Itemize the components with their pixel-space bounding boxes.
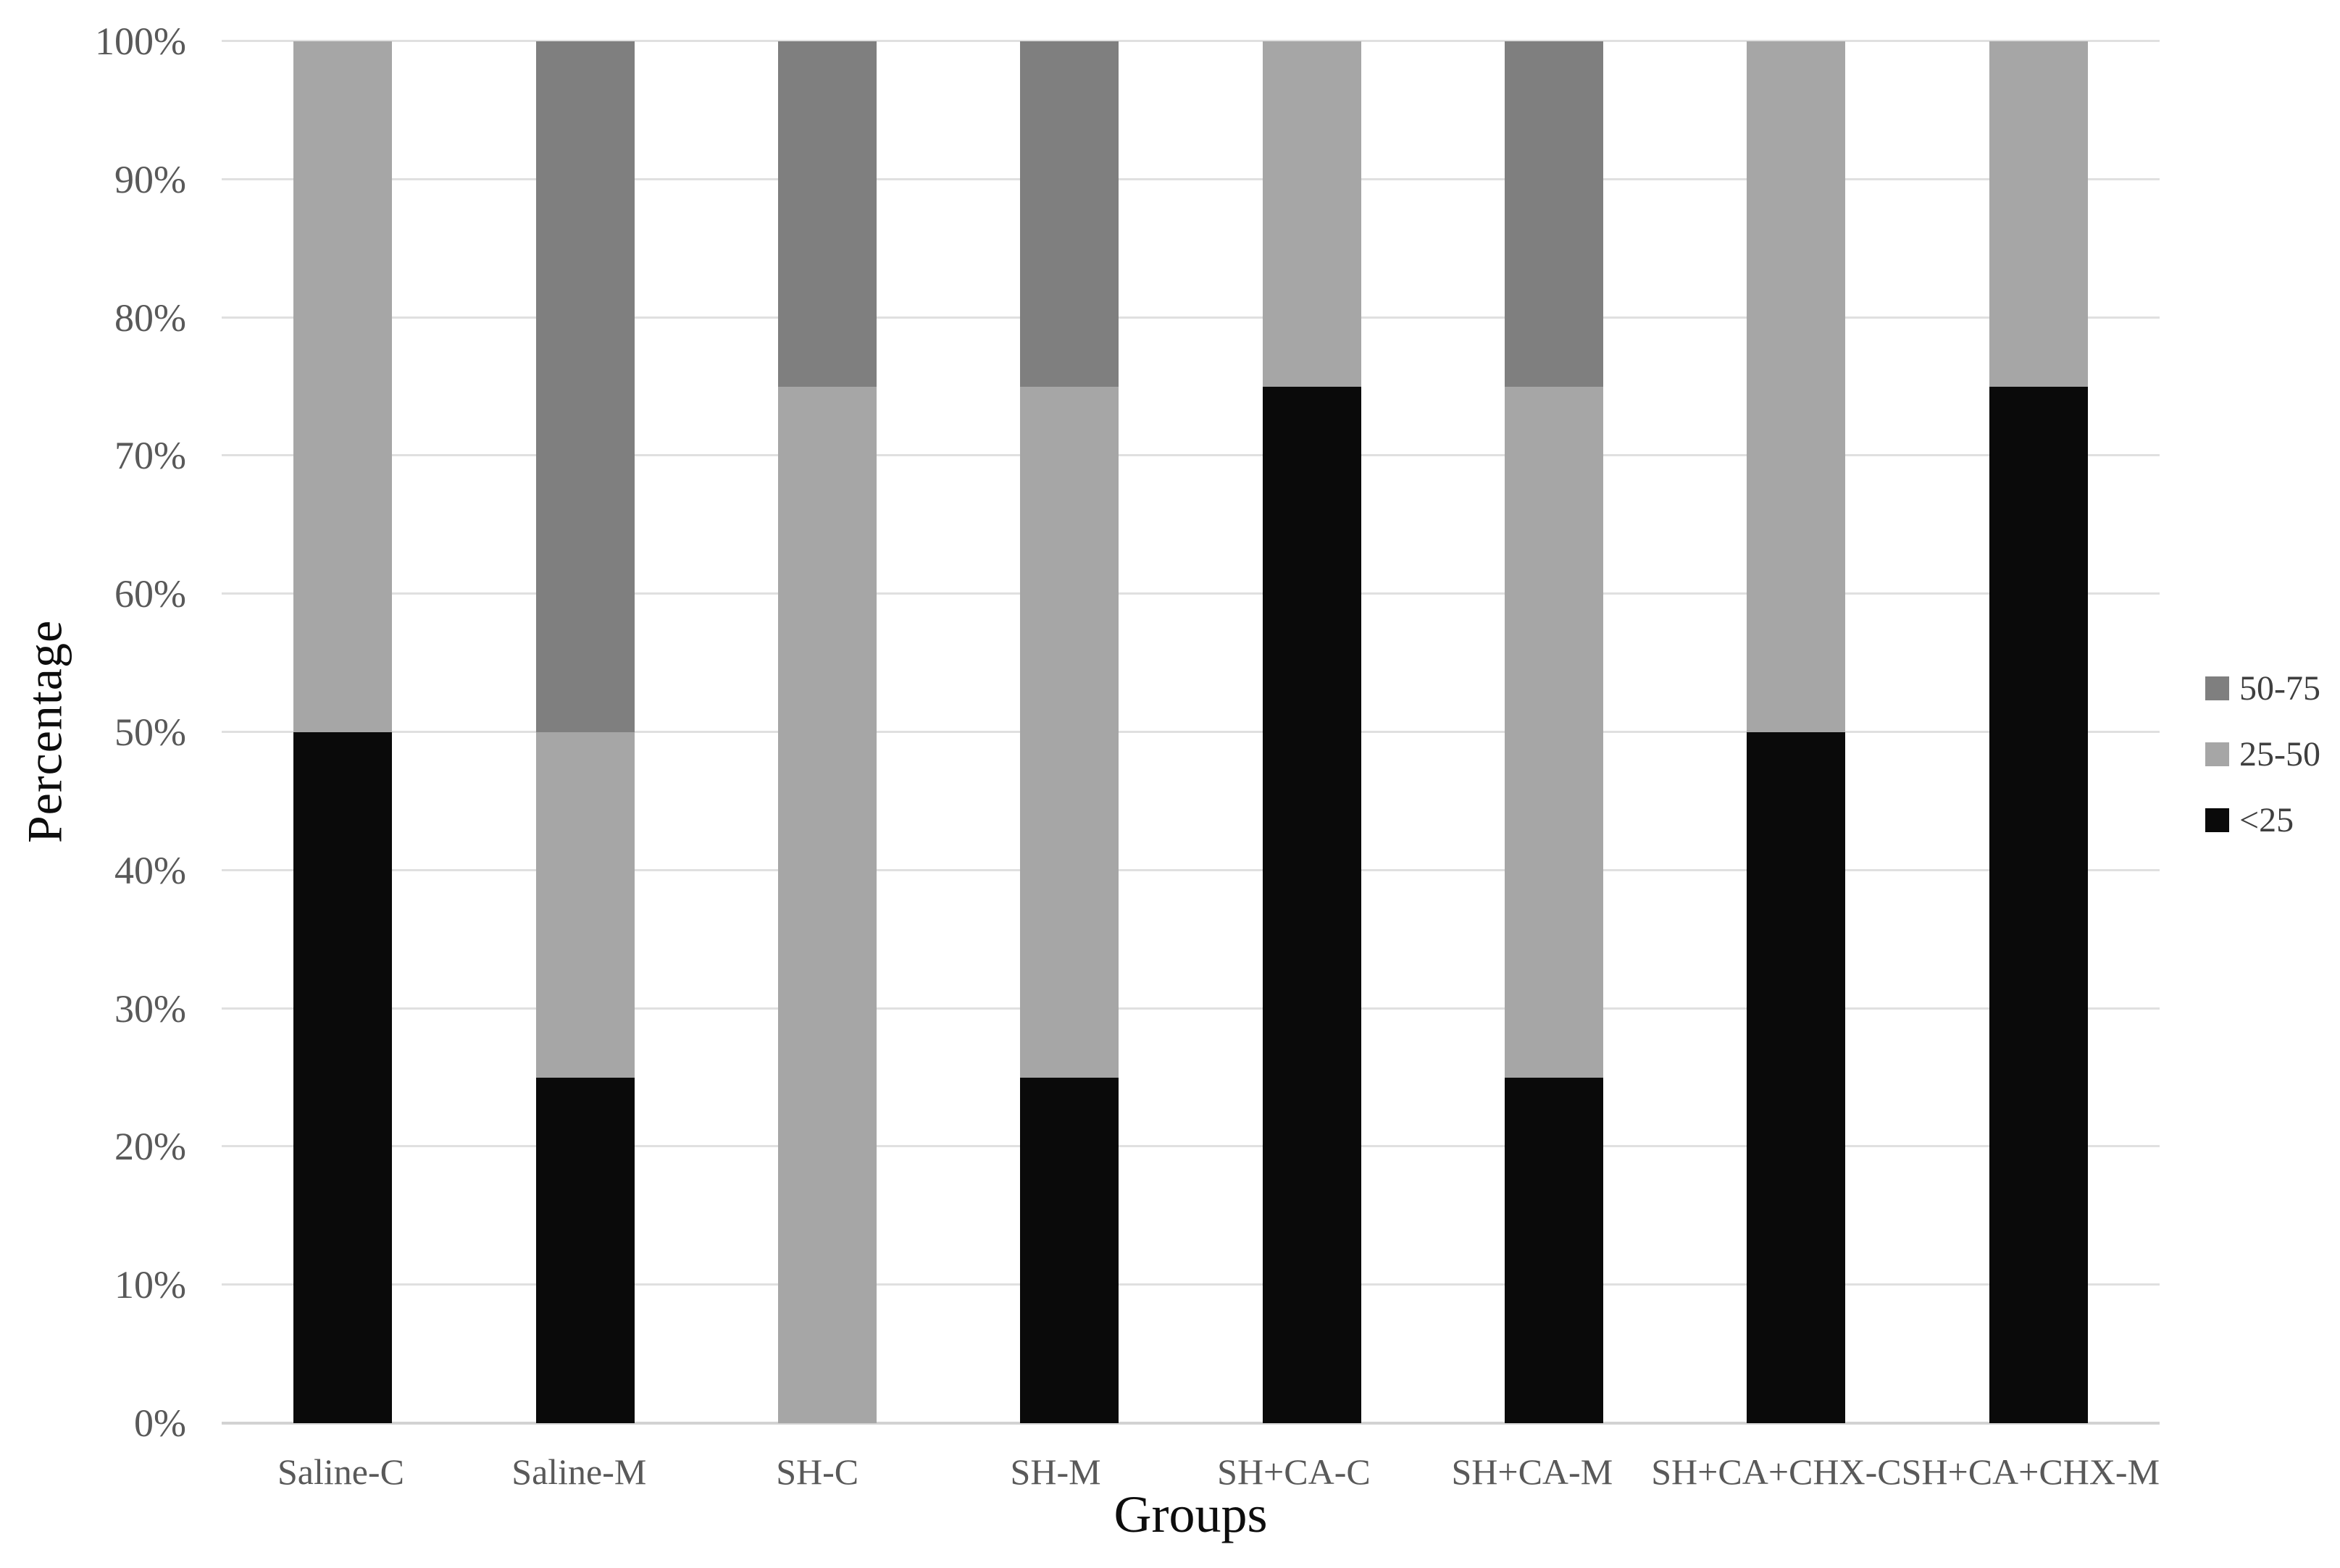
legend-swatch-50-75 bbox=[2205, 676, 2229, 700]
bar-sh-m bbox=[1020, 41, 1119, 1423]
x-axis-category-labels: Saline-C Saline-M SH-C SH-M SH+CA-C SH+CA-M SH… bbox=[222, 1450, 2160, 1493]
x-axis-title: Groups bbox=[1113, 1485, 1268, 1543]
y-tick-label: 60% bbox=[114, 572, 186, 616]
gridline bbox=[222, 592, 2160, 595]
x-axis-label-sh-ca-chx-m: SH+CA+CHX-M bbox=[1901, 1451, 2160, 1492]
bar-segment-50-75 bbox=[1020, 41, 1119, 387]
chart-legend: 50-75 25-50 <25 bbox=[2205, 667, 2320, 865]
legend-label-25: <25 bbox=[2239, 800, 2294, 839]
bar-segment-50-75 bbox=[535, 41, 635, 732]
bar-sh-ca-c bbox=[1262, 41, 1361, 1423]
bar-segment-50-75 bbox=[777, 41, 877, 387]
bar-segment-25 bbox=[1262, 387, 1361, 1423]
gridline bbox=[222, 731, 2160, 733]
plot-area bbox=[222, 40, 2160, 1425]
bar-segment-25-50 bbox=[1262, 41, 1361, 387]
bar-segment-50-75 bbox=[1505, 41, 1604, 387]
y-tick-label: 30% bbox=[114, 986, 186, 1031]
legend-swatch-25-50 bbox=[2205, 742, 2229, 766]
y-tick-label: 90% bbox=[114, 157, 186, 201]
bar-sh-ca-chx-c bbox=[1747, 41, 1846, 1423]
x-axis-label-saline-c: Saline-C bbox=[277, 1451, 404, 1492]
gridline bbox=[222, 316, 2160, 319]
legend-label-50-75: 50-75 bbox=[2239, 668, 2320, 708]
bar-saline-m bbox=[535, 41, 635, 1423]
y-tick-label: 10% bbox=[114, 1263, 186, 1307]
bar-segment-25-50 bbox=[1020, 387, 1119, 1078]
bar-segment-25-50 bbox=[1989, 41, 2088, 387]
bar-sh-ca-chx-m bbox=[1989, 41, 2088, 1423]
gridline bbox=[222, 868, 2160, 871]
y-tick-label: 40% bbox=[114, 848, 186, 892]
gridline bbox=[222, 1145, 2160, 1148]
x-axis-label-sh-c: SH-C bbox=[776, 1451, 859, 1492]
y-axis-tick-labels: 0% 10% 20% 30% 40% 50% 60% 70% 80% 90% 100% bbox=[0, 20, 188, 1445]
bar-segment-25 bbox=[1747, 732, 1846, 1423]
y-tick-label: 80% bbox=[114, 295, 186, 340]
x-axis-label-saline-m: Saline-M bbox=[511, 1451, 647, 1492]
x-axis-label-sh-ca-chx-c: SH+CA+CHX-C bbox=[1651, 1451, 1902, 1492]
bar-segment-25-50 bbox=[1505, 387, 1604, 1078]
y-tick-label: 100% bbox=[95, 20, 186, 63]
y-tick-label: 70% bbox=[114, 434, 186, 478]
bar-segment-25 bbox=[1989, 387, 2088, 1423]
y-tick-label: 20% bbox=[114, 1125, 186, 1169]
legend-entry-25-50: 25-50 bbox=[2205, 733, 2320, 775]
legend-label-25-50: 25-50 bbox=[2239, 734, 2320, 773]
gridline bbox=[222, 454, 2160, 457]
gridline bbox=[222, 40, 2160, 42]
legend-entry-25: <25 bbox=[2205, 799, 2320, 841]
bar-saline-c bbox=[293, 41, 393, 1423]
bar-segment-25 bbox=[293, 732, 393, 1423]
legend-swatch-25 bbox=[2205, 808, 2229, 832]
bar-segment-25 bbox=[1020, 1078, 1119, 1423]
gridline bbox=[222, 177, 2160, 180]
x-axis-label-sh-ca-m: SH+CA-M bbox=[1451, 1451, 1613, 1492]
bar-sh-ca-m bbox=[1505, 41, 1604, 1423]
bar-sh-c bbox=[777, 41, 877, 1423]
bar-segment-25-50 bbox=[1747, 41, 1846, 732]
bar-segment-25 bbox=[535, 1078, 635, 1423]
x-axis-line bbox=[222, 1422, 2160, 1425]
bar-segment-25-50 bbox=[777, 387, 877, 1423]
x-axis-label-sh-ca-c: SH+CA-C bbox=[1217, 1451, 1371, 1492]
gridline bbox=[222, 1007, 2160, 1010]
legend-entry-50-75: 50-75 bbox=[2205, 667, 2320, 709]
bar-segment-25-50 bbox=[293, 41, 393, 732]
gridline bbox=[222, 1283, 2160, 1286]
y-tick-label: 0% bbox=[134, 1401, 186, 1445]
x-axis-label-sh-m: SH-M bbox=[1010, 1451, 1101, 1492]
y-tick-label: 50% bbox=[114, 710, 186, 754]
bar-segment-25 bbox=[1505, 1078, 1604, 1423]
bar-segment-25-50 bbox=[535, 732, 635, 1078]
